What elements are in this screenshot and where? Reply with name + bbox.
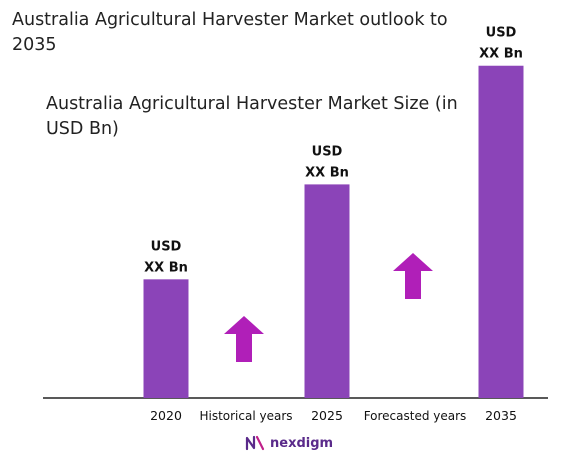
data-label-2035-line-1: USD [486,26,517,41]
x-tick-2035: 2035 [485,408,517,423]
bar-2025 [304,184,350,398]
bar-2020 [143,279,189,398]
up-arrow-icon-1 [224,316,264,362]
bar-2035 [478,65,524,398]
x-tick-2025: 2025 [311,408,343,423]
nexdigm-logo-icon [245,435,265,451]
brand-name: nexdigm [270,435,334,451]
data-label-2025-line-1: USD [312,144,343,159]
period-label-1: Historical years [199,409,292,423]
data-label-2025-line-2: XX Bn [305,165,349,180]
data-label-2035-line-2: XX Bn [479,47,523,62]
chart-title: Australia Agricultural Harvester Market … [12,10,448,55]
brand-logo: nexdigm [245,432,333,454]
x-tick-2020: 2020 [150,408,182,423]
data-label-2020-line-2: XX Bn [144,260,188,275]
up-arrow-icon-2 [393,253,433,299]
data-label-2020-line-1: USD [151,239,182,254]
period-label-2: Forecasted years [364,409,467,423]
chart-subtitle: Australia Agricultural Harvester Market … [46,94,458,139]
